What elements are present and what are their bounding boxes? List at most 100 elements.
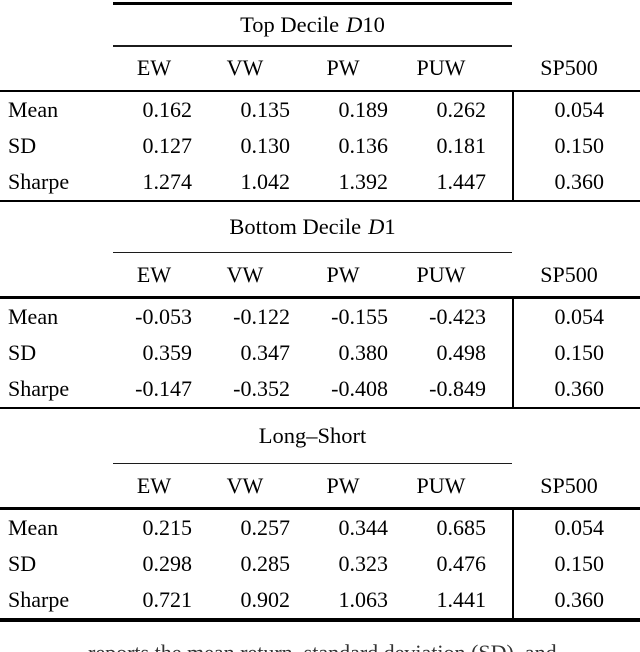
panel-long-short: Long–Short EW VW PW PUW SP500 Mean 0.215… bbox=[0, 409, 640, 622]
sp500-separator-line bbox=[512, 92, 514, 201]
data-cell: -0.053 bbox=[135, 304, 192, 330]
data-cell: 0.380 bbox=[338, 340, 389, 366]
data-cell: 0.685 bbox=[436, 515, 487, 541]
header-cell-sp500: SP500 bbox=[540, 472, 598, 498]
header-bottom-rule bbox=[0, 507, 640, 511]
header-cell-sp500: SP500 bbox=[540, 261, 598, 287]
row-label: SD bbox=[8, 551, 37, 577]
panel-bottom-decile: Bottom Decile D 1 EW VW PW PUW SP500 Mean … bbox=[0, 202, 640, 409]
data-cell: 0.150 bbox=[554, 133, 605, 159]
data-cell: 0.189 bbox=[338, 97, 389, 123]
panel-top-decile: Top Decile D 10 EW VW PW PUW SP500 Mean 0.… bbox=[0, 2, 640, 202]
data-cell: 1.441 bbox=[436, 587, 487, 613]
data-cell: 0.323 bbox=[338, 551, 389, 577]
data-cell: 0.150 bbox=[554, 551, 605, 577]
sp500-separator-line bbox=[512, 510, 514, 619]
table-row: Mean 0.162 0.135 0.189 0.262 0.054 bbox=[0, 92, 640, 128]
table-row: SD 0.127 0.130 0.136 0.181 0.150 bbox=[0, 128, 640, 164]
data-cell: 0.130 bbox=[240, 133, 291, 159]
data-cell: 0.136 bbox=[338, 133, 389, 159]
data-cell: 0.902 bbox=[240, 587, 291, 613]
caption-underline-rule bbox=[113, 462, 512, 465]
data-cell: 0.360 bbox=[554, 376, 605, 402]
data-cell: 1.392 bbox=[338, 169, 389, 195]
data-cell: 0.359 bbox=[142, 340, 193, 366]
clipped-caption-text: reports the mean return, standard deviat… bbox=[88, 640, 640, 652]
data-cell: 0.054 bbox=[554, 515, 605, 541]
header-cell-sp500: SP500 bbox=[540, 55, 598, 80]
data-cell: 0.476 bbox=[436, 551, 487, 577]
data-cell: 0.162 bbox=[142, 97, 193, 123]
data-cell: -0.849 bbox=[429, 376, 486, 402]
data-cell: 1.063 bbox=[338, 587, 389, 613]
data-cell: 0.054 bbox=[554, 304, 605, 330]
caption-text: Long–Short bbox=[258, 422, 367, 448]
data-cell: 0.215 bbox=[142, 515, 193, 541]
data-cell: 0.360 bbox=[554, 587, 605, 613]
caption-math-var: D bbox=[368, 213, 385, 239]
row-label: Sharpe bbox=[8, 169, 70, 195]
header-row: EW VW PW PUW SP500 bbox=[0, 253, 640, 296]
header-cell-ew: EW bbox=[136, 261, 172, 287]
data-cell: -0.155 bbox=[331, 304, 388, 330]
table-row: Sharpe -0.147 -0.352 -0.408 -0.849 0.360 bbox=[0, 371, 640, 407]
table-row: SD 0.359 0.347 0.380 0.498 0.150 bbox=[0, 335, 640, 371]
data-cell: 0.257 bbox=[240, 515, 291, 541]
data-cell: 0.262 bbox=[436, 97, 487, 123]
table-row: Sharpe 0.721 0.902 1.063 1.441 0.360 bbox=[0, 582, 640, 618]
header-bottom-rule bbox=[0, 296, 640, 300]
row-label: SD bbox=[8, 340, 37, 366]
header-cell-puw: PUW bbox=[416, 55, 466, 80]
data-cell: 0.054 bbox=[554, 97, 605, 123]
data-cell: -0.408 bbox=[331, 376, 388, 402]
data-cell: 0.298 bbox=[142, 551, 193, 577]
data-cell: -0.352 bbox=[233, 376, 290, 402]
caption-math-var: D bbox=[346, 12, 363, 37]
caption-text: Bottom Decile bbox=[229, 213, 362, 239]
panel-bottom-rule bbox=[0, 200, 640, 202]
data-cell: 0.135 bbox=[240, 97, 291, 123]
panel-body: Mean 0.162 0.135 0.189 0.262 0.054 SD 0.… bbox=[0, 92, 640, 201]
data-cell: 0.150 bbox=[554, 340, 605, 366]
data-cell: 0.285 bbox=[240, 551, 291, 577]
panel-caption: Long–Short bbox=[113, 409, 512, 463]
header-cell-pw: PW bbox=[326, 55, 360, 80]
data-cell: 1.042 bbox=[240, 169, 291, 195]
caption-math-num: 10 bbox=[362, 12, 385, 37]
caption-text: Top Decile bbox=[240, 12, 340, 37]
top-rule bbox=[113, 2, 512, 5]
data-cell: 1.274 bbox=[142, 169, 193, 195]
header-row: EW VW PW PUW SP500 bbox=[0, 47, 640, 90]
row-label: Sharpe bbox=[8, 587, 70, 613]
data-cell: 0.721 bbox=[142, 587, 193, 613]
header-cell-vw: VW bbox=[226, 55, 264, 80]
table-row: Mean 0.215 0.257 0.344 0.685 0.054 bbox=[0, 510, 640, 546]
panel-body: Mean 0.215 0.257 0.344 0.685 0.054 SD 0.… bbox=[0, 510, 640, 619]
header-cell-pw: PW bbox=[326, 472, 360, 498]
table-row: Sharpe 1.274 1.042 1.392 1.447 0.360 bbox=[0, 164, 640, 200]
table-row: SD 0.298 0.285 0.323 0.476 0.150 bbox=[0, 546, 640, 582]
data-cell: 0.344 bbox=[338, 515, 389, 541]
data-cell: -0.147 bbox=[135, 376, 192, 402]
caption-underline-rule bbox=[113, 45, 512, 47]
header-cell-ew: EW bbox=[136, 55, 172, 80]
data-cell: 0.347 bbox=[240, 340, 291, 366]
header-cell-puw: PUW bbox=[416, 261, 466, 287]
panel-body: Mean -0.053 -0.122 -0.155 -0.423 0.054 S… bbox=[0, 299, 640, 408]
data-cell: 0.127 bbox=[142, 133, 193, 159]
row-label: SD bbox=[8, 133, 37, 159]
header-cell-pw: PW bbox=[326, 261, 360, 287]
table-bottom-rule bbox=[0, 618, 640, 622]
data-cell: 0.498 bbox=[436, 340, 487, 366]
header-cell-puw: PUW bbox=[416, 472, 466, 498]
data-cell: -0.423 bbox=[429, 304, 486, 330]
table-row: Mean -0.053 -0.122 -0.155 -0.423 0.054 bbox=[0, 299, 640, 335]
header-cell-vw: VW bbox=[226, 261, 264, 287]
header-bottom-rule bbox=[0, 89, 640, 93]
row-label: Mean bbox=[8, 97, 59, 123]
row-label: Mean bbox=[8, 515, 59, 541]
header-cell-vw: VW bbox=[226, 472, 264, 498]
panel-bottom-rule bbox=[0, 407, 640, 409]
data-cell: 1.447 bbox=[436, 169, 487, 195]
